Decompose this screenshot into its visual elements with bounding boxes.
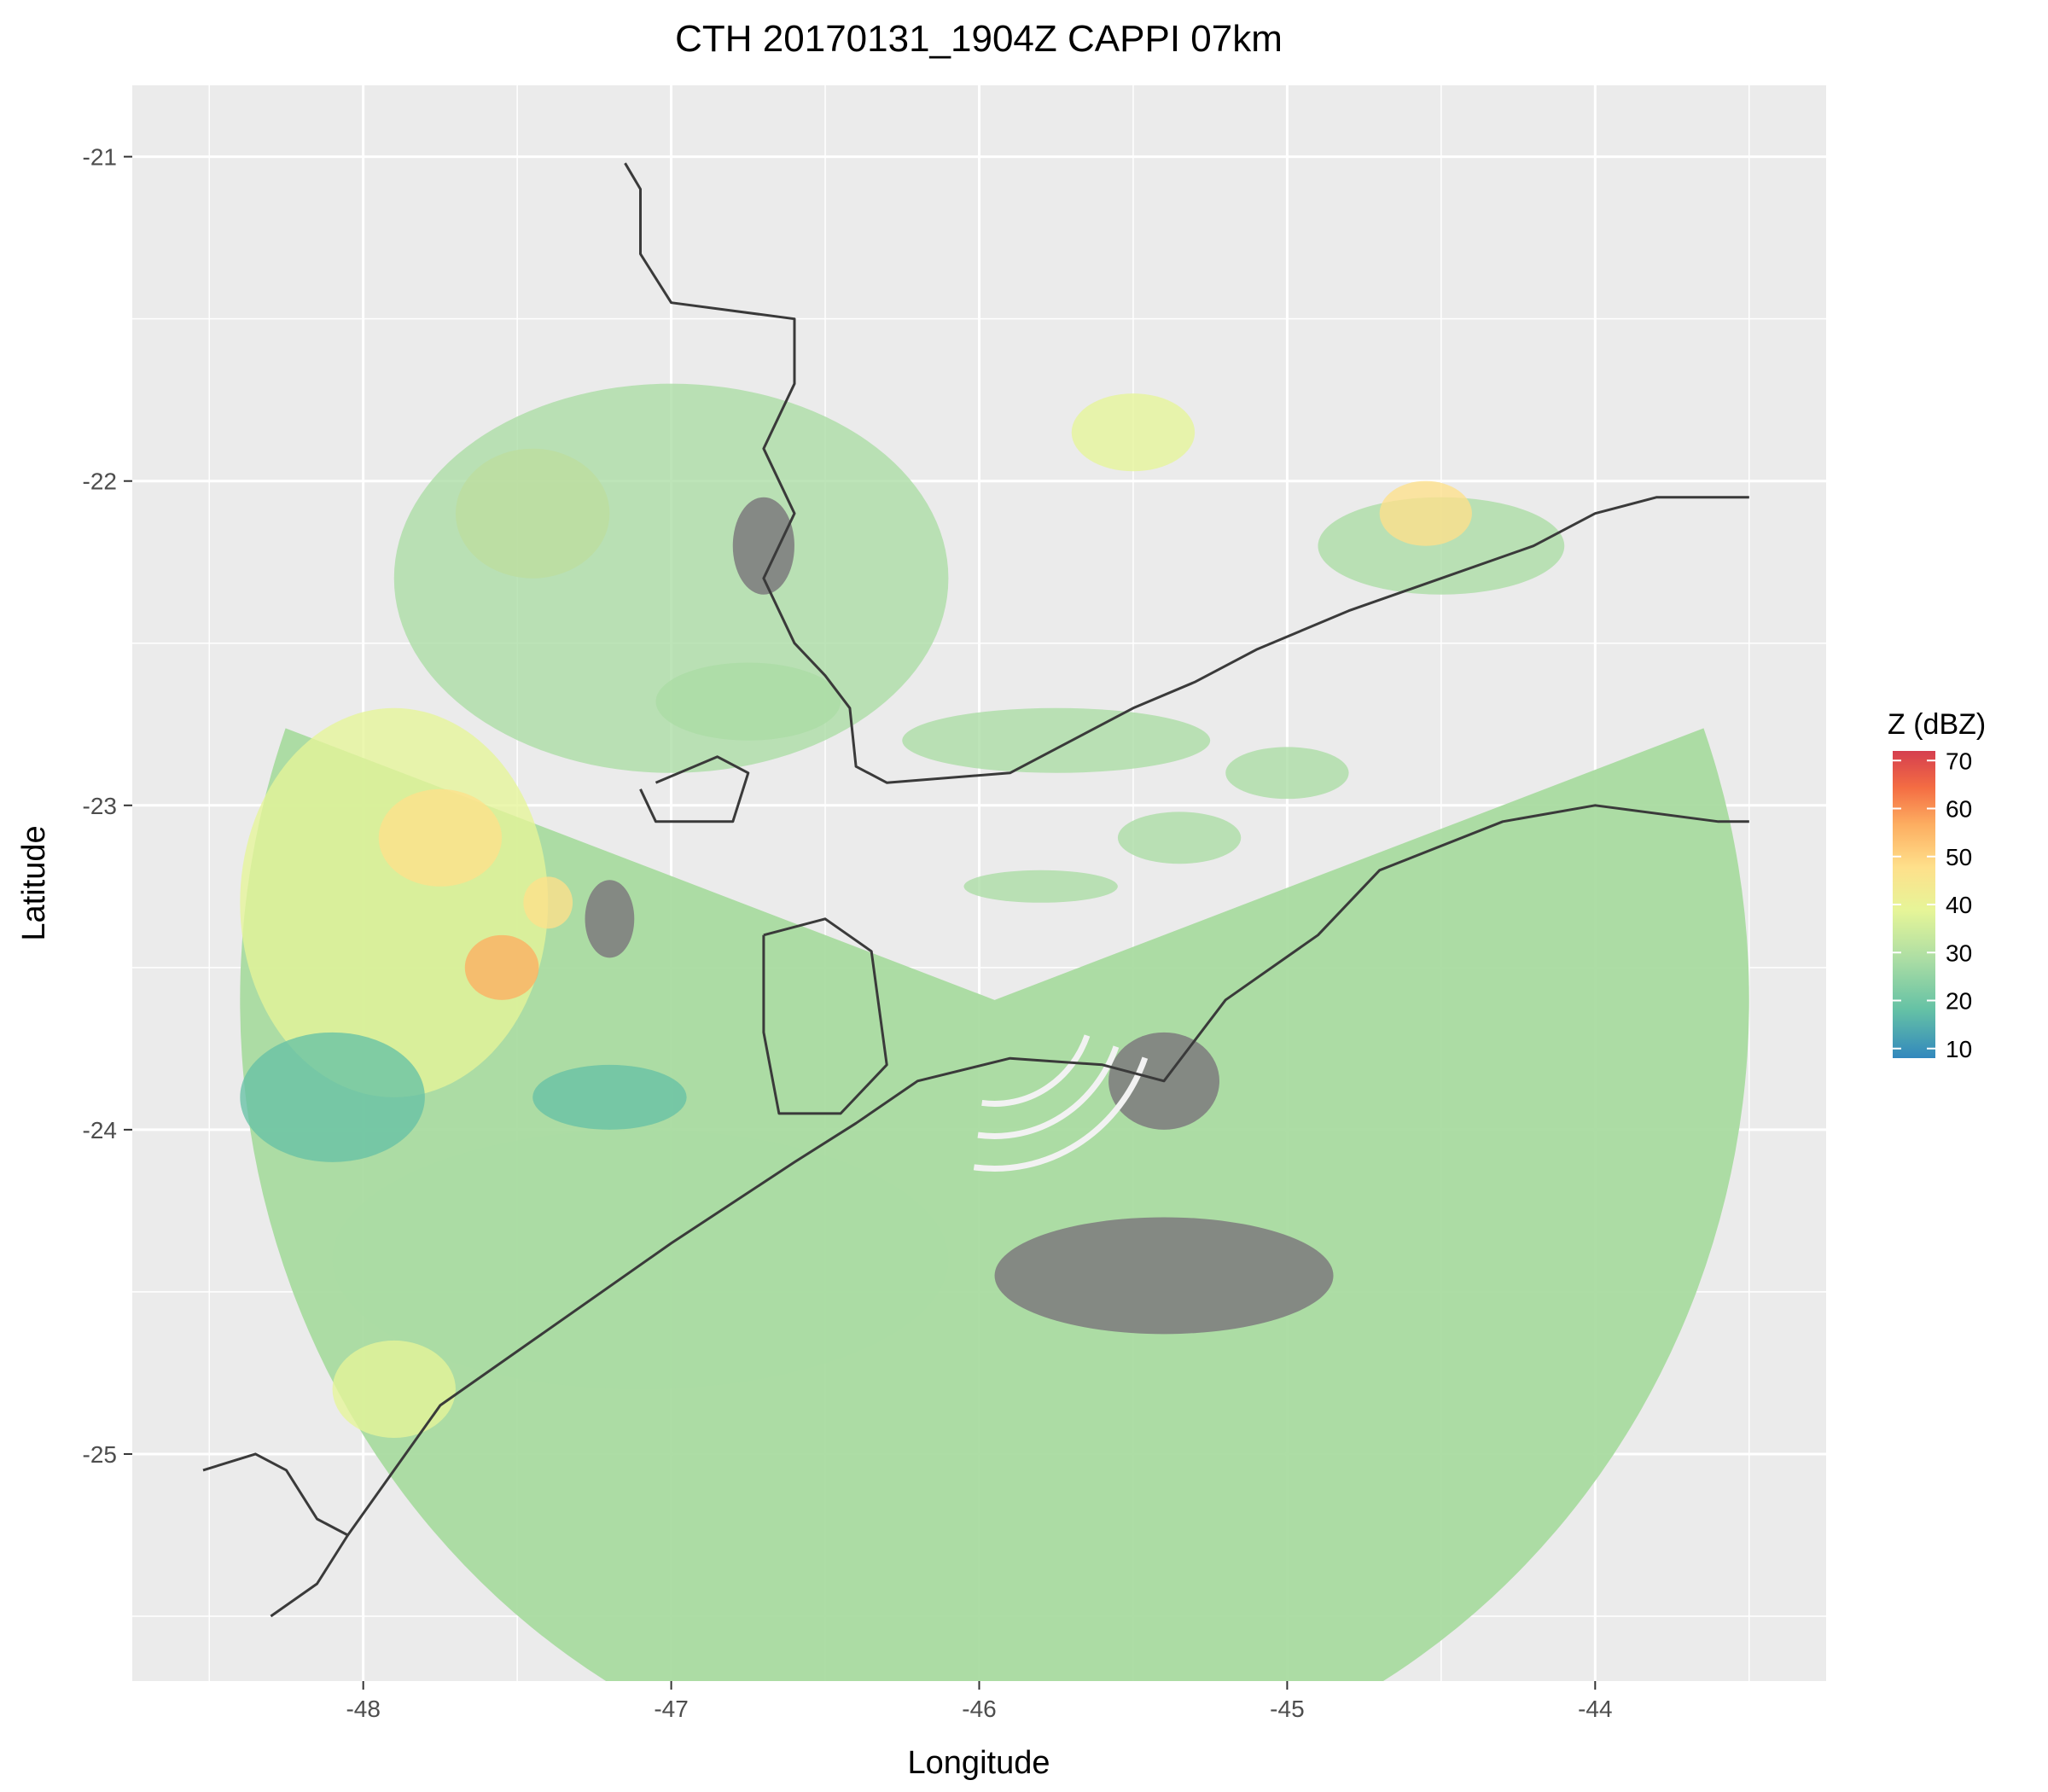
chart-title: CTH 20170131_1904Z CAPPI 07km <box>675 18 1283 60</box>
coastline-layer <box>202 162 1749 1618</box>
coastline-path <box>202 804 1749 1537</box>
echo-cell <box>1318 497 1565 595</box>
range-ring-arc <box>973 1056 1149 1172</box>
coastline-path <box>762 917 888 1115</box>
y-tick-label: -24 <box>83 1117 117 1143</box>
echo-cell <box>1225 747 1349 800</box>
x-tick-label: -44 <box>1578 1696 1612 1722</box>
x-tick-label: -47 <box>654 1696 688 1722</box>
y-axis: -21 -22 -23 -24 -25 <box>83 144 132 1468</box>
y-axis-title: Latitude <box>16 825 52 940</box>
legend-tick-label: 50 <box>1946 844 1972 870</box>
legend-title: Z (dBZ) <box>1888 708 1986 741</box>
low-echo-cell <box>732 497 794 595</box>
x-tick-label: -48 <box>346 1696 380 1722</box>
y-tick-label: -23 <box>83 793 117 819</box>
coastline-path <box>639 755 750 823</box>
echo-cell <box>655 662 841 741</box>
echo-cell <box>1071 393 1196 472</box>
legend-tick-label: 70 <box>1946 748 1972 774</box>
range-ring-artifacts <box>973 1034 1149 1172</box>
echo-cells <box>240 383 1565 1438</box>
echo-cell <box>1379 480 1472 546</box>
legend-tick-label: 20 <box>1946 988 1972 1015</box>
echo-cell <box>464 934 539 1000</box>
echo-cell <box>1117 812 1242 864</box>
echo-cell <box>523 876 573 929</box>
y-tick-label: -22 <box>83 468 117 495</box>
low-echo-cell <box>994 1217 1334 1335</box>
echo-cell <box>532 1064 687 1130</box>
echo-cell <box>240 707 549 1097</box>
echo-cell <box>240 1032 425 1162</box>
coastline-path <box>270 1534 349 1618</box>
range-ring-arc <box>977 1045 1120 1139</box>
x-tick-label: -46 <box>962 1696 996 1722</box>
legend-tick-label: 30 <box>1946 940 1972 966</box>
y-tick-label: -25 <box>83 1441 117 1468</box>
low-echo-cell <box>585 880 635 958</box>
radar-layer <box>240 383 1749 1681</box>
echo-cell <box>332 1340 456 1438</box>
x-tick-label: -45 <box>1270 1696 1304 1722</box>
range-ring-arc <box>981 1034 1091 1107</box>
legend-tick-label: 10 <box>1946 1036 1972 1062</box>
radar-coverage-sector <box>240 728 1749 1681</box>
x-axis: -48 -47 -46 -45 -44 <box>346 1681 1613 1722</box>
coastline-path <box>624 162 1749 784</box>
legend-ticks: 70 60 50 40 30 20 10 <box>1893 748 1972 1062</box>
legend: Z (dBZ) 70 60 50 40 30 20 10 <box>1888 708 1986 1062</box>
legend-tick-label: 60 <box>1946 796 1972 823</box>
x-axis-title: Longitude <box>908 1745 1050 1781</box>
echo-cell <box>378 788 503 887</box>
echo-cell <box>332 1129 949 1389</box>
echo-cell <box>963 870 1118 903</box>
y-tick-label: -21 <box>83 144 117 171</box>
echo-cell <box>902 707 1211 773</box>
legend-tick-label: 40 <box>1946 892 1972 918</box>
